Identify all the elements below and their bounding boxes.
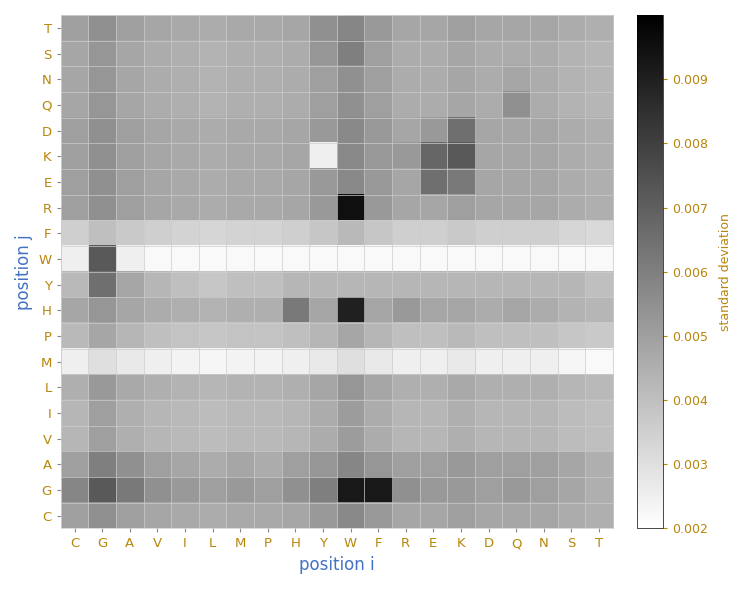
Y-axis label: position j: position j <box>15 234 33 310</box>
Y-axis label: standard deviation: standard deviation <box>719 213 732 330</box>
X-axis label: position i: position i <box>299 556 375 574</box>
